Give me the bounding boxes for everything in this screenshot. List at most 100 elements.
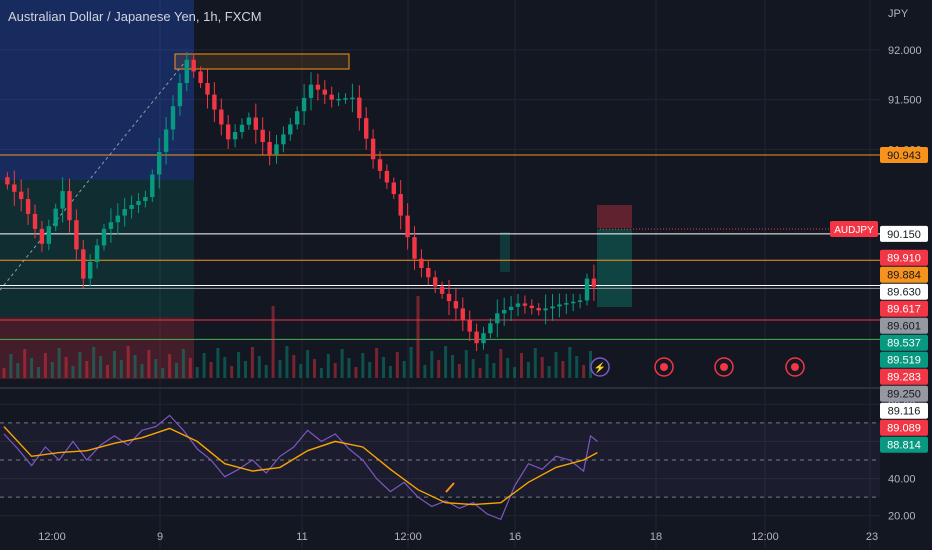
time-axis-label: 12:00 (38, 531, 66, 543)
volume-bar (230, 366, 234, 378)
volume-bar (554, 352, 558, 378)
price-label-tag (880, 300, 928, 317)
candle-body (81, 249, 86, 279)
candle-body (391, 182, 396, 195)
volume-bar (347, 358, 351, 378)
volume-bar (237, 352, 241, 378)
volume-bar (333, 363, 337, 378)
volume-bar (133, 355, 137, 378)
volume-bar (540, 357, 544, 378)
price-label-value: 89.630 (887, 287, 921, 299)
volume-bar (471, 359, 475, 378)
volume-bar (526, 362, 530, 378)
candle-body (108, 222, 114, 229)
volume-bar (499, 349, 503, 378)
candle-body (384, 170, 390, 183)
volume-bar (30, 358, 34, 378)
volume-bar (278, 360, 282, 378)
candle-body (267, 142, 272, 155)
candle-body (329, 94, 334, 100)
volume-bar (430, 351, 434, 378)
price-label-value: 89.617 (887, 304, 921, 316)
highlight-box (174, 53, 350, 70)
volume-bar (37, 367, 40, 378)
price-label-value: 89.519 (887, 355, 921, 367)
volume-bar (2, 368, 6, 378)
price-tick-label: 92.000 (888, 45, 922, 57)
volume-bar (161, 368, 165, 378)
volume-bar (402, 361, 406, 378)
candle-body (577, 300, 583, 302)
volume-bar (306, 350, 310, 378)
volume-bar (57, 348, 61, 378)
volume-bar (50, 362, 54, 378)
price-label-tag (880, 266, 928, 283)
price-label-value: 88.814 (887, 440, 921, 452)
volume-bar (299, 364, 303, 378)
time-axis-label: 16 (509, 531, 521, 543)
price-label-value: 89.537 (887, 338, 921, 350)
price-label-value: 89.884 (887, 270, 921, 282)
price-label-value: 89.910 (887, 253, 921, 265)
time-axis-label: 12:00 (394, 531, 422, 543)
volume-bar (9, 354, 13, 378)
volume-bar (209, 362, 213, 378)
volume-bar (112, 351, 116, 378)
candle-body (19, 191, 24, 200)
candle-body (308, 84, 314, 98)
volume-bar (464, 350, 468, 378)
volume-bar (195, 367, 199, 378)
volume-bar (99, 356, 103, 378)
price-label-value: 89.250 (887, 389, 921, 401)
candle-body (336, 98, 341, 101)
volume-bar (319, 368, 323, 378)
price-label-tag (880, 419, 928, 436)
candle-body (529, 305, 534, 309)
volume-bar (292, 355, 296, 378)
volume-bar (561, 361, 565, 378)
candle-body (129, 204, 134, 209)
volume-bar (16, 363, 20, 378)
volume-bar (589, 351, 592, 378)
volume-bar (154, 359, 158, 378)
candle-body (405, 215, 410, 238)
volume-bar (423, 365, 427, 378)
candle-body (288, 124, 293, 135)
candle-body (350, 97, 355, 100)
price-label-tag (880, 283, 928, 300)
volume-bar (340, 349, 344, 378)
candle-body (143, 197, 148, 202)
candle-body (198, 71, 203, 84)
candle-body (377, 159, 383, 171)
price-label-tag (880, 225, 928, 242)
time-axis-label: 11 (296, 531, 307, 543)
candle-body (53, 208, 58, 227)
volume-bar (92, 347, 96, 378)
volume-bar (568, 347, 572, 378)
candle-body (481, 333, 486, 344)
candle-body (488, 323, 493, 334)
candle-body (474, 331, 479, 344)
candle-body (281, 134, 286, 145)
long-zone-blue (0, 0, 194, 180)
short-zone-red (0, 317, 194, 379)
volume-bar (409, 347, 413, 378)
candle-body (67, 191, 72, 221)
candle-body (543, 308, 548, 311)
candle-body (184, 59, 189, 84)
candle-body (315, 84, 321, 90)
candle-body (274, 144, 279, 155)
candle-body (170, 106, 176, 130)
candle-body (239, 124, 245, 133)
candle-body (295, 111, 300, 125)
candle-body (246, 117, 252, 125)
event-dot-icon (660, 363, 668, 371)
candle-body (412, 237, 417, 259)
candle-body (122, 208, 127, 216)
candle-body (191, 59, 196, 72)
candle-body (502, 310, 507, 314)
candle-body (177, 83, 183, 107)
candle-body (467, 320, 472, 332)
lightning-event-icon (590, 357, 610, 377)
